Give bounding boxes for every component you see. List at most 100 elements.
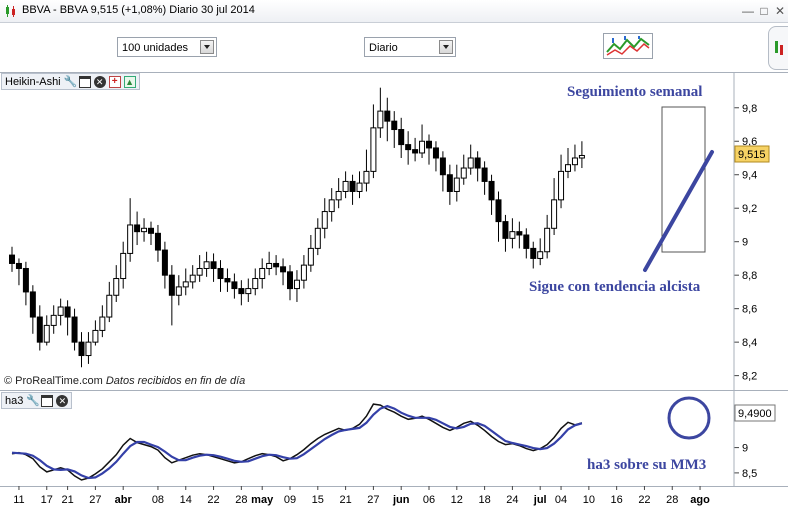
candle — [551, 178, 558, 235]
candle — [175, 275, 182, 306]
candle-body-up — [537, 251, 544, 259]
candle — [314, 218, 321, 256]
candle — [307, 235, 314, 272]
candle-body-up — [141, 227, 148, 233]
minimize-icon[interactable]: — — [742, 4, 754, 18]
candle-body-up — [509, 231, 516, 239]
close-panel-icon[interactable]: ✕ — [56, 394, 69, 407]
candle-body-down — [412, 149, 419, 154]
ma3-line — [11, 404, 583, 480]
window-icon[interactable] — [41, 394, 54, 407]
x-tick-label: 28 — [666, 494, 678, 506]
candle-body-up — [314, 227, 321, 249]
window-icon[interactable] — [78, 75, 91, 88]
chevron-down-icon[interactable] — [439, 40, 453, 54]
candle — [161, 241, 168, 289]
line-chart-icon — [606, 36, 650, 56]
candle — [182, 268, 189, 296]
candle-body-up — [120, 252, 127, 280]
candle-body-up — [356, 182, 363, 192]
candle — [488, 174, 495, 215]
candle-body-down — [523, 234, 530, 249]
period-value: Diario — [369, 42, 398, 54]
candle-body-up — [467, 157, 474, 169]
x-tick-label: 28 — [235, 494, 247, 506]
candle — [481, 161, 488, 195]
candle — [127, 198, 134, 262]
x-tick-label: 10 — [583, 494, 595, 506]
candle-body-up — [370, 127, 377, 172]
candle — [141, 218, 148, 242]
close-panel-icon[interactable]: ✕ — [93, 75, 106, 88]
title-bar: BBVA - BBVA 9,515 (+1,08%) Diario 30 jul… — [0, 0, 788, 23]
candle-body-down — [217, 267, 224, 280]
candle-body-up — [300, 264, 307, 281]
candle-body-down — [29, 291, 36, 318]
candle-body-down — [391, 120, 398, 131]
candle-body-up — [175, 286, 182, 296]
candle — [36, 305, 43, 351]
y-tick-label: 8,6 — [742, 304, 757, 316]
candle — [571, 144, 578, 172]
candle-body-up — [189, 274, 196, 283]
candle — [9, 246, 15, 272]
candle — [509, 218, 516, 249]
price-panel-title: Heikin-Ashi — [5, 75, 61, 88]
wrench-icon[interactable]: 🔧 — [63, 75, 78, 88]
last-value-label: 9,4900 — [738, 408, 772, 420]
x-tick-label: 16 — [611, 494, 623, 506]
x-tick-label: jul — [533, 494, 547, 506]
indicator-panel-title: ha3 — [5, 394, 24, 407]
candle — [516, 221, 523, 249]
weekly-annotation: Seguimiento semanal — [567, 84, 703, 100]
candle-body-up — [57, 306, 64, 316]
candle — [356, 171, 363, 199]
x-tick-label: 11 — [13, 494, 24, 506]
weekly-box — [661, 106, 706, 253]
maximize-icon[interactable]: □ — [760, 4, 768, 18]
candle-body-down — [349, 180, 356, 192]
x-tick-label: jun — [392, 494, 410, 506]
ha3-annotation: ha3 sobre su MM3 — [587, 457, 707, 473]
chevron-down-icon[interactable] — [200, 40, 214, 54]
close-icon[interactable]: ✕ — [774, 4, 786, 18]
candle — [217, 260, 224, 292]
price-panel-header: Heikin-Ashi 🔧 ✕ + ▲ — [1, 73, 140, 90]
candle-body-up — [377, 110, 384, 129]
chart-style-button[interactable] — [603, 33, 653, 59]
candle — [300, 255, 307, 289]
last-price-label: 9,515 — [738, 149, 766, 161]
candle — [558, 154, 565, 209]
candle-body-down — [384, 110, 391, 122]
arrow-up-icon[interactable]: ▲ — [123, 75, 136, 88]
x-tick-label: 22 — [207, 494, 219, 506]
candle-body-down — [516, 231, 523, 236]
quantity-dropdown[interactable]: 100 unidades — [117, 37, 217, 57]
candle-body-down — [210, 261, 217, 269]
candle — [78, 332, 85, 368]
period-dropdown[interactable]: Diario — [364, 37, 456, 57]
candle — [537, 238, 544, 266]
candle-body-down — [405, 144, 412, 151]
candle-body-up — [363, 170, 370, 184]
candle-body-down — [9, 254, 15, 264]
candle — [280, 258, 287, 286]
candle-body-down — [22, 267, 29, 293]
candle-body-up — [50, 314, 57, 326]
candle — [224, 268, 231, 292]
add-indicator-icon[interactable]: + — [108, 75, 121, 88]
candle — [231, 273, 238, 299]
candle-body-down — [280, 266, 287, 273]
candle-body-up — [127, 224, 134, 254]
candle-body-down — [161, 249, 168, 276]
candle — [252, 268, 259, 296]
last-value-box — [734, 404, 776, 422]
indicator-panel — [0, 390, 788, 487]
chart-toggle-icon — [775, 41, 783, 55]
candle — [154, 224, 161, 262]
side-panel-toggle[interactable] — [768, 26, 788, 70]
x-tick-label: 24 — [506, 494, 518, 506]
candle-body-down — [495, 199, 502, 223]
y-tick-label: 8,4 — [742, 337, 757, 349]
wrench-icon[interactable]: 🔧 — [26, 394, 41, 407]
